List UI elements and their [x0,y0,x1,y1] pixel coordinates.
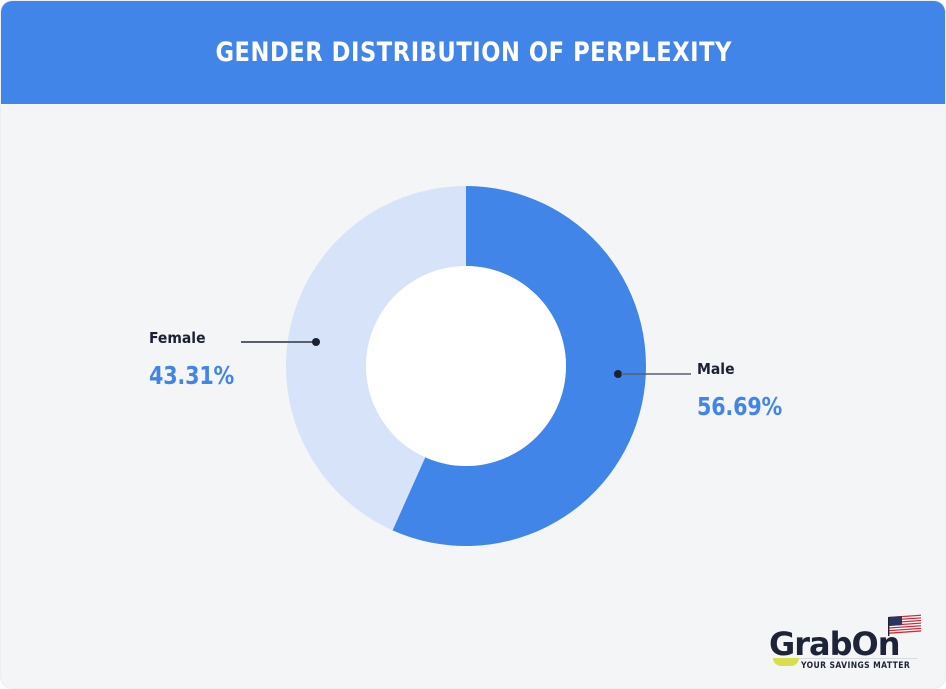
donut-chart [286,186,646,546]
us-flag-icon [888,614,921,636]
brand-tagline-rule [799,658,917,659]
donut-slice-male[interactable] [392,186,646,546]
brand-accent-underline [773,658,799,666]
brand-tagline: YOUR SAVINGS MATTER [801,661,911,671]
callout-female[interactable]: Female 43.31% [149,329,349,390]
page-title: GENDER DISTRIBUTION OF PERPLEXITY [215,37,733,68]
donut-slice-female[interactable] [286,186,466,531]
callout-male[interactable]: Male 56.69% [697,360,897,421]
callout-female-label: Female [149,329,206,347]
donut-center-hole [366,266,566,466]
callout-female-value: 43.31% [149,360,235,390]
chart-area: Female 43.31% Male 56.69% GrabOn YOUR SA… [1,104,945,688]
callout-male-label: Male [697,360,735,378]
header-bar: GENDER DISTRIBUTION OF PERPLEXITY [1,1,945,104]
brand-wordmark: GrabOn [769,625,901,663]
callout-male-value: 56.69% [697,391,783,421]
brand-logo[interactable]: GrabOn YOUR SAVINGS MATTER [763,614,923,676]
